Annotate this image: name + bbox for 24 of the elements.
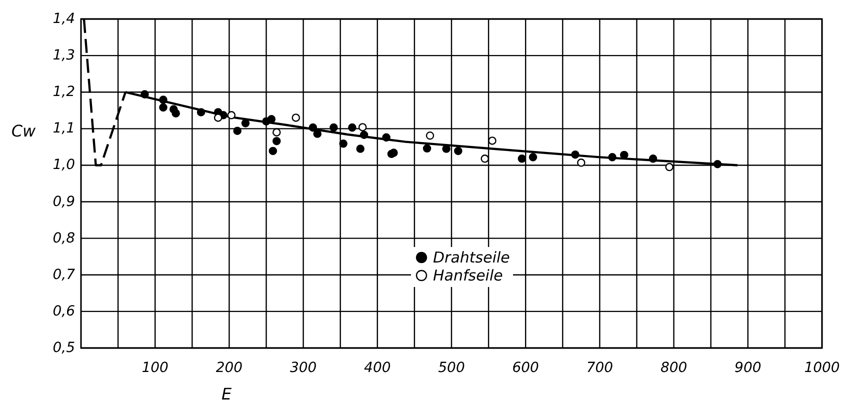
y-tick-label: 1,1 [52, 120, 75, 137]
y-tick-label: 0,5 [52, 340, 76, 356]
x-tick-label: 200 [216, 360, 243, 376]
x-tick-label: 800 [660, 360, 688, 376]
legend-label: Hanfseile [433, 266, 503, 284]
y-tick-label: 0,8 [52, 230, 76, 246]
x-tick-label: 700 [586, 360, 614, 376]
x-tick-label: 100 [142, 360, 169, 376]
y-tick-label: 1,3 [52, 48, 75, 64]
y-tick-label: 0,9 [52, 194, 76, 210]
legend-label: Drahtseile [433, 248, 510, 266]
x-tick-label: 900 [734, 360, 762, 376]
y-tick-label: 0,6 [52, 303, 76, 320]
y-tick-label: 1,0 [52, 157, 76, 174]
x-tick-label: 1000 [804, 360, 840, 376]
y-tick-label: 1,4 [52, 11, 75, 27]
x-tick-label: 400 [364, 360, 391, 376]
x-tick-label: 300 [290, 360, 317, 376]
y-tick-label: 0,7 [52, 266, 76, 283]
y-axis-title: Cw [11, 122, 37, 140]
x-tick-label: 600 [512, 360, 540, 376]
x-tick-label: 500 [438, 360, 465, 376]
y-tick-label: 1,2 [52, 84, 76, 100]
x-axis-title: E [222, 384, 232, 404]
